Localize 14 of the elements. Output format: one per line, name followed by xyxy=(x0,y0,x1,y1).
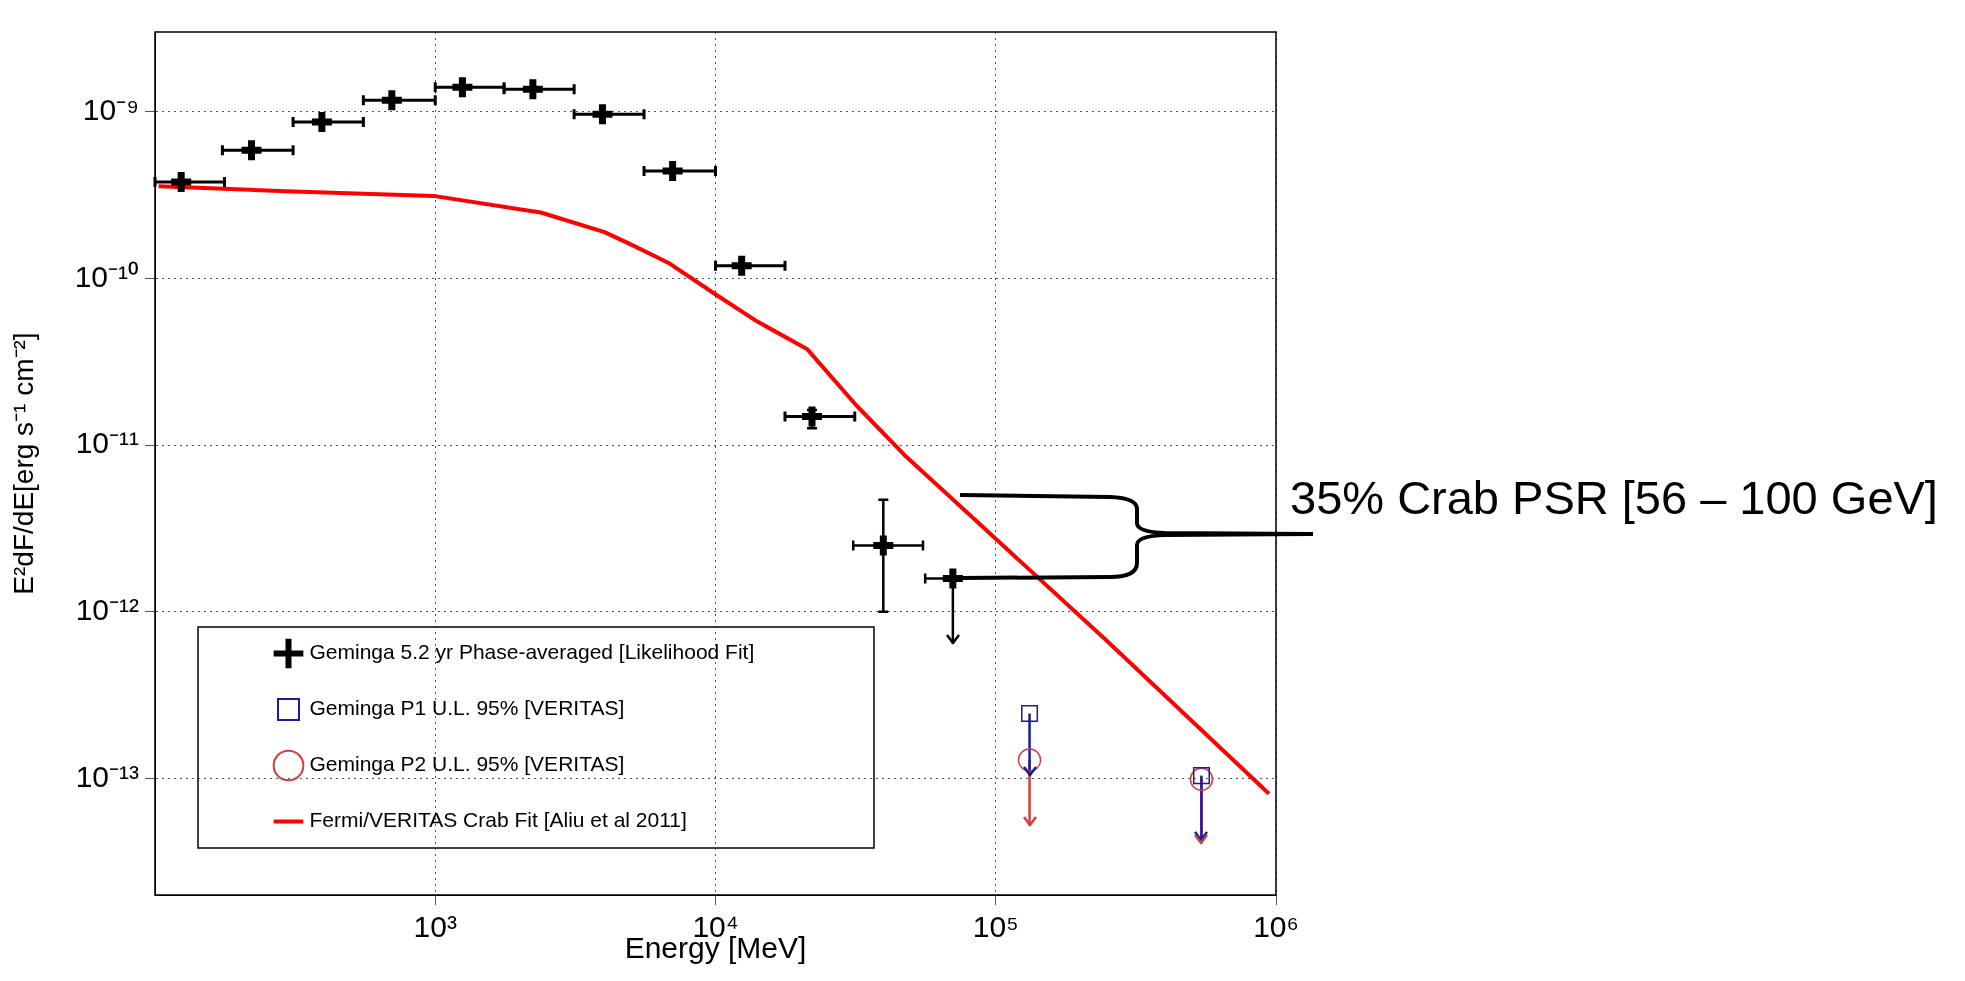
y-tick-label: 10⁻¹² xyxy=(75,593,139,626)
legend-label: Geminga P1 U.L. 95% [VERITAS] xyxy=(309,696,625,720)
y-tick-label: 10⁻¹³ xyxy=(75,759,139,793)
y-tick-label: 10⁻¹¹ xyxy=(75,426,139,460)
text: 35% Crab PSR [56 – 100 GeV] xyxy=(1290,470,1938,525)
legend-label: Geminga 5.2 yr Phase-averaged [Likelihood Fit] xyxy=(309,640,755,664)
x-tick-label: 10⁵ xyxy=(972,910,1019,944)
y-axis-title: E²dF/dE[erg s⁻¹ cm⁻²] xyxy=(7,332,39,595)
y-tick-label: 10⁻⁹ xyxy=(82,92,139,126)
legend-label: Geminga P2 U.L. 95% [VERITAS] xyxy=(309,752,625,776)
y-tick-label: 10⁻¹⁰ xyxy=(74,259,139,293)
legend-label: Fermi/VERITAS Crab Fit [Aliu et al 2011] xyxy=(309,808,687,832)
x-tick-label: 10⁶ xyxy=(1253,910,1299,944)
x-tick-label: 10³ xyxy=(413,910,457,944)
